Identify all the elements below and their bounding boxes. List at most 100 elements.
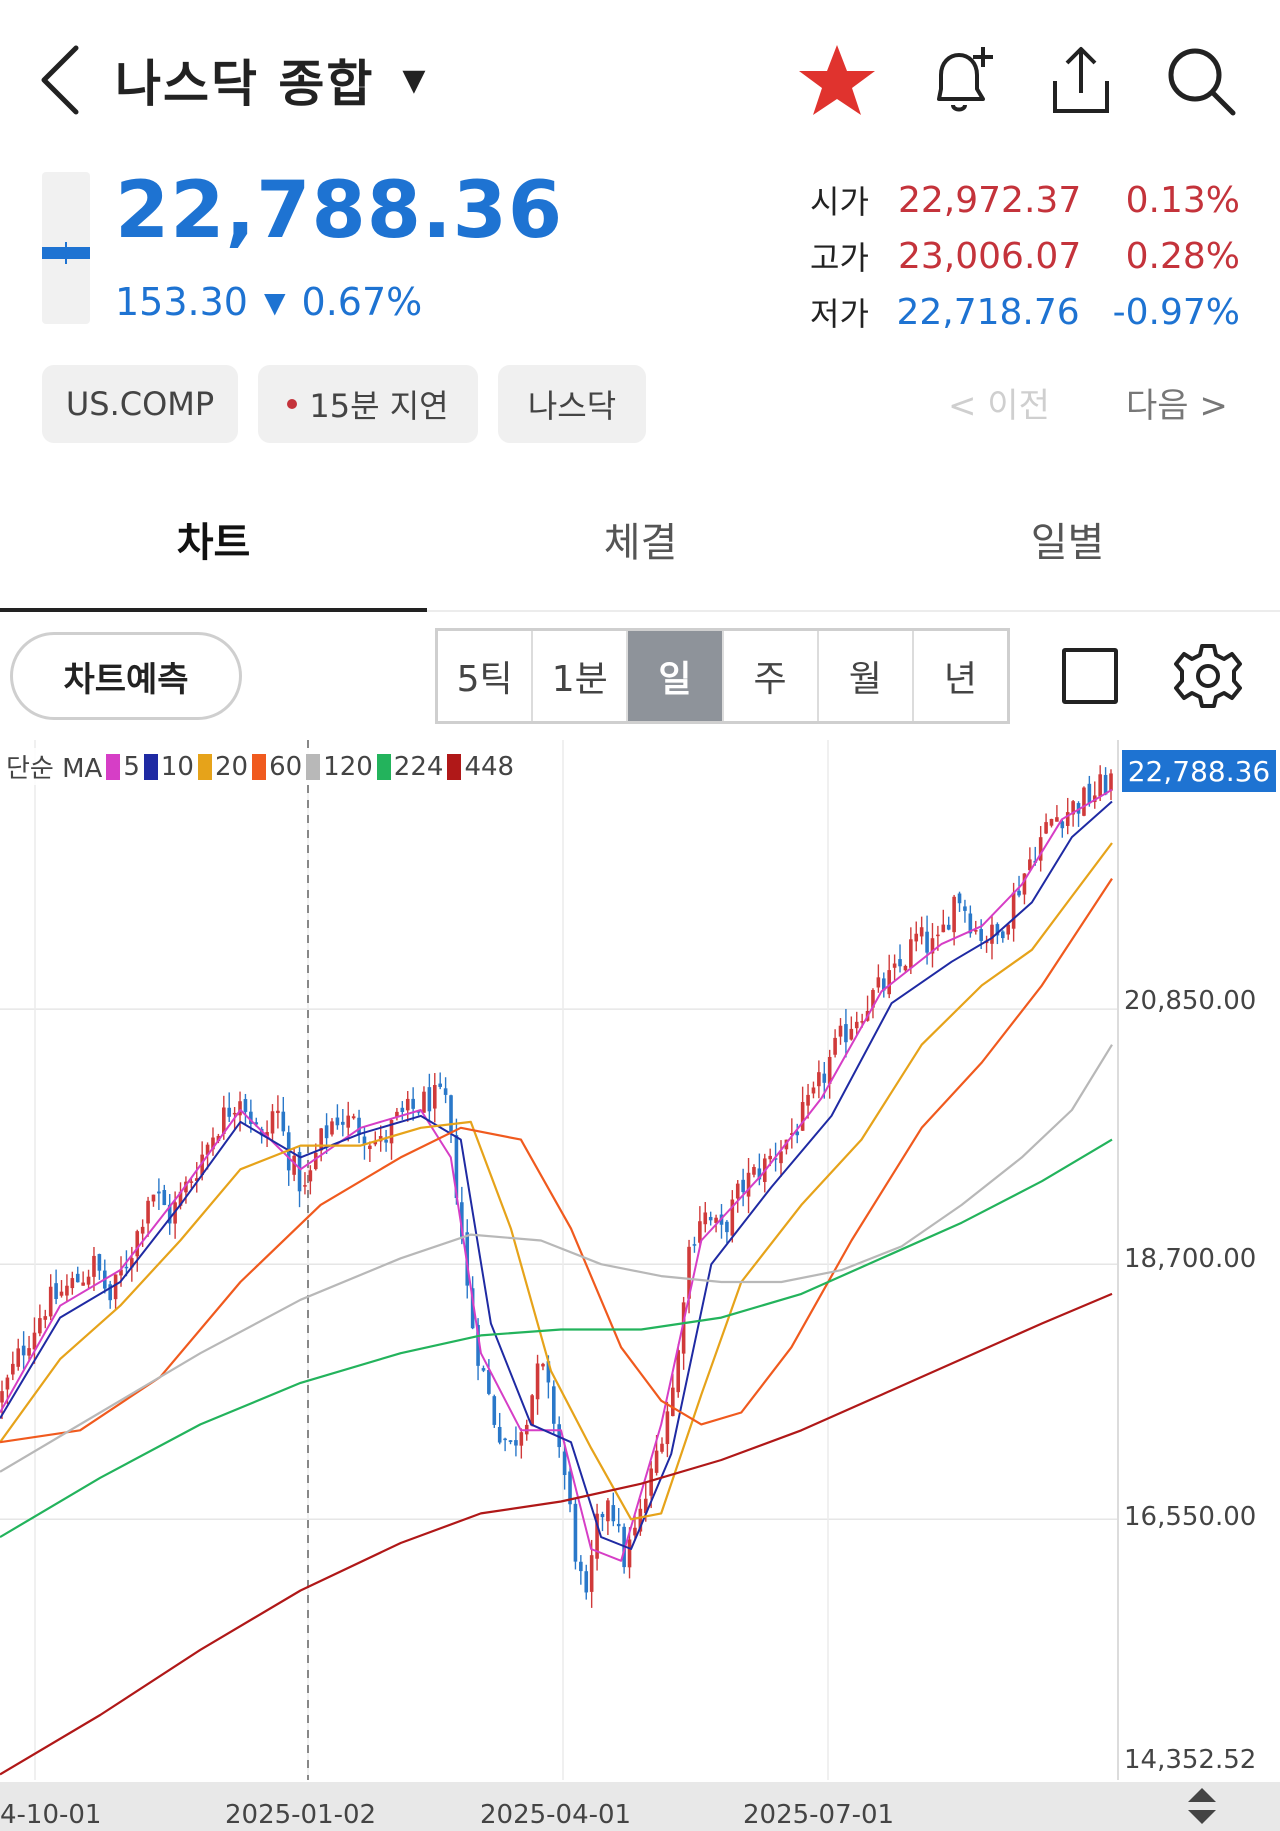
period-month[interactable]: 월: [819, 631, 914, 721]
tab-daily[interactable]: 일별: [1030, 520, 1105, 566]
period-week[interactable]: 주: [724, 631, 819, 721]
candle-body: [487, 1370, 491, 1394]
candle-body: [27, 1348, 31, 1356]
candle-body: [97, 1254, 102, 1271]
candle-body: [1082, 787, 1086, 816]
page-title: 나스닥 종합: [115, 55, 375, 113]
y-label: 20,850.00: [1124, 986, 1257, 1016]
high-pct: 0.28%: [1125, 235, 1240, 277]
chart-predict-button[interactable]: 차트예측: [10, 632, 242, 720]
candle-body: [38, 1318, 42, 1334]
candle-body: [854, 1021, 859, 1029]
bell-plus-icon[interactable]: [916, 36, 1006, 126]
y-label: 16,550.00: [1124, 1502, 1257, 1532]
axis-scale-handle-icon[interactable]: [1184, 1786, 1220, 1826]
x-tick-label: 2025-01-02: [225, 1800, 377, 1830]
candle-body: [460, 1202, 464, 1237]
star-icon[interactable]: [792, 36, 882, 126]
candle-body: [265, 1132, 269, 1137]
candle-body: [714, 1217, 718, 1223]
candle-body: [768, 1155, 772, 1160]
symbol-chip[interactable]: US.COMP: [42, 365, 238, 443]
candle-body: [81, 1282, 85, 1286]
candle-body: [822, 1073, 827, 1083]
y-label: 18,700.00: [1124, 1244, 1257, 1274]
candle-body: [11, 1363, 15, 1375]
candle-body: [1011, 892, 1016, 929]
candle-body: [200, 1154, 204, 1176]
delay-text: 15분 지연: [309, 387, 449, 425]
candle-body: [481, 1368, 486, 1371]
tab-chart[interactable]: 차트: [176, 520, 251, 566]
candle-body: [903, 965, 908, 971]
ma-swatch-60: [252, 753, 267, 780]
candle-body: [795, 1131, 800, 1136]
period-year[interactable]: 년: [943, 659, 977, 700]
candle-body: [454, 1135, 459, 1199]
candle-body: [551, 1386, 556, 1424]
tab-trades[interactable]: 체결: [603, 520, 678, 566]
chart-canvas[interactable]: [0, 740, 1280, 1831]
candle-body: [135, 1231, 140, 1257]
search-icon[interactable]: [1156, 36, 1246, 126]
share-icon[interactable]: [1036, 36, 1126, 126]
candle-body: [914, 933, 919, 942]
candle-body: [1001, 931, 1005, 939]
candle-body: [92, 1255, 96, 1277]
candle-body: [1098, 774, 1102, 797]
candle-body: [633, 1527, 637, 1536]
candle-body: [703, 1212, 708, 1225]
candle-body: [725, 1221, 729, 1233]
candle-body: [470, 1288, 475, 1329]
candle-body: [730, 1199, 735, 1236]
candle-body: [157, 1191, 161, 1194]
candle-body: [579, 1561, 583, 1572]
candle-body: [779, 1151, 783, 1164]
delay-dot-icon: [287, 399, 298, 409]
period-5tick[interactable]: 5틱: [438, 631, 534, 721]
candle-body: [427, 1087, 432, 1112]
candle-body: [411, 1098, 415, 1109]
candle-body: [438, 1083, 442, 1087]
period-day[interactable]: 일: [628, 631, 724, 721]
candle-body: [546, 1361, 551, 1383]
period-1min[interactable]: 1분: [533, 631, 629, 721]
candle-body: [568, 1471, 572, 1505]
candle-body: [649, 1468, 653, 1496]
candle-body: [800, 1102, 805, 1131]
back-chevron-icon[interactable]: [36, 40, 86, 120]
x-axis-bar[interactable]: [0, 1782, 1280, 1831]
candle-body: [811, 1087, 816, 1094]
next-button[interactable]: 다음 >: [1126, 386, 1228, 426]
candle-body: [43, 1316, 48, 1320]
ma-label-120: 120: [323, 751, 373, 782]
market-chip[interactable]: 나스닥: [498, 365, 646, 443]
candle-body: [990, 924, 994, 944]
prev-button[interactable]: < 이전: [948, 386, 1050, 426]
candle-body: [963, 906, 967, 911]
ohl-panel: 시가 22,972.37 0.13% 고가 23,006.07 0.28% 저가…: [810, 172, 1240, 340]
candle-body: [384, 1139, 388, 1143]
ma-line-5: [0, 788, 1113, 1562]
candle-body: [817, 1072, 821, 1087]
low-value: 22,718.76: [896, 291, 1080, 333]
price-chart[interactable]: 단순 MA 5 10 20 60 120 224 448 22,788.36 2…: [0, 740, 1280, 1831]
candle-body: [687, 1246, 691, 1299]
candle-body: [946, 924, 951, 930]
candle-body: [952, 896, 956, 933]
delay-chip[interactable]: 15분 지연: [258, 365, 478, 443]
candle-body: [876, 977, 881, 988]
candle-body: [443, 1088, 448, 1095]
gear-icon[interactable]: [1172, 640, 1244, 712]
candle-body: [319, 1128, 323, 1151]
fullscreen-square-icon[interactable]: [1062, 648, 1118, 704]
price-range-bar: [42, 172, 90, 324]
candle-body: [346, 1115, 351, 1128]
candle-body: [16, 1348, 21, 1367]
candle-body: [389, 1119, 394, 1144]
candle-body: [535, 1363, 540, 1400]
tab-active-indicator: [0, 608, 427, 612]
low-row: 저가 22,718.76 -0.97%: [810, 284, 1240, 340]
market-selector[interactable]: 나스닥 종합 ▼: [115, 44, 426, 116]
candle-body: [497, 1426, 502, 1443]
